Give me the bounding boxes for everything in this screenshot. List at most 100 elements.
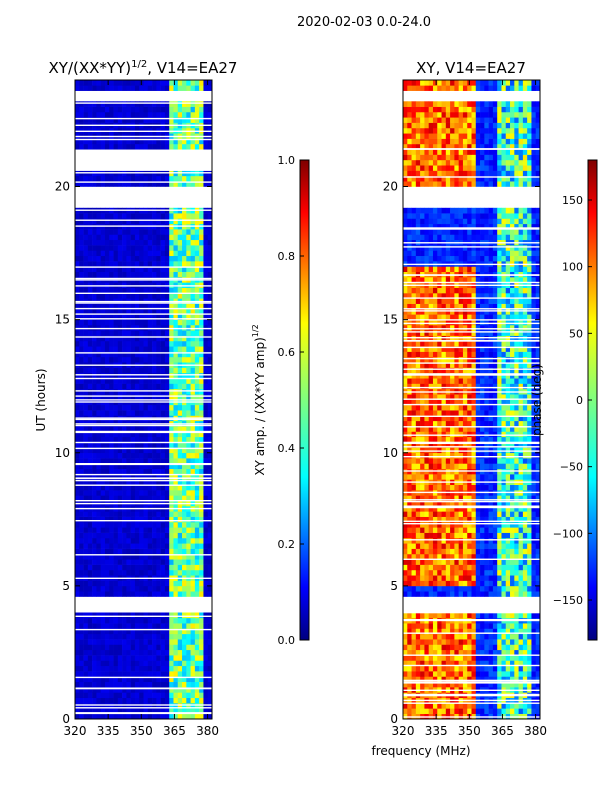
heatmap-cell xyxy=(450,506,455,512)
heatmap-cell xyxy=(139,319,144,326)
heatmap-cell xyxy=(152,324,157,331)
heatmap-cell xyxy=(199,703,204,709)
heatmap-cell xyxy=(134,245,140,251)
heatmap-cell xyxy=(160,255,166,262)
heatmap-cell xyxy=(458,676,464,683)
heatmap-cell xyxy=(152,410,157,416)
heatmap-cell xyxy=(428,676,434,683)
heatmap-cell xyxy=(203,426,209,432)
heatmap-cell xyxy=(126,543,131,549)
heatmap-cell xyxy=(160,639,166,645)
heatmap-cell xyxy=(488,580,494,587)
heatmap-cell xyxy=(199,351,204,358)
x-tick-label: 320 xyxy=(64,724,87,738)
heatmap-cell xyxy=(147,271,153,278)
heatmap-cell xyxy=(190,378,196,384)
heatmap-cell xyxy=(501,639,507,645)
heatmap-cell xyxy=(445,474,451,480)
heatmap-cell xyxy=(437,644,442,651)
heatmap-cell xyxy=(488,532,494,539)
heatmap-cell xyxy=(160,351,166,358)
heatmap-cell xyxy=(190,138,196,145)
heatmap-cell xyxy=(177,117,183,123)
heatmap-cell xyxy=(203,543,209,549)
heatmap-cell xyxy=(454,474,459,480)
heatmap-cell xyxy=(83,346,89,352)
heatmap-cell xyxy=(190,511,196,517)
heatmap-cell xyxy=(164,527,170,533)
heatmap-cell xyxy=(130,612,136,619)
heatmap-cell xyxy=(134,468,140,475)
heatmap-cell xyxy=(458,463,464,470)
heatmap-cell xyxy=(139,293,144,299)
heatmap-cell xyxy=(207,404,212,411)
flagged-row xyxy=(75,302,212,304)
heatmap-cell xyxy=(147,713,153,719)
heatmap-cell xyxy=(92,484,97,491)
heatmap-cell xyxy=(190,404,196,411)
heatmap-cell xyxy=(156,623,161,629)
heatmap-cell xyxy=(152,388,157,395)
heatmap-cell xyxy=(432,537,438,544)
heatmap-cell xyxy=(454,703,459,709)
heatmap-cell xyxy=(126,410,131,416)
heatmap-cell xyxy=(126,697,131,704)
heatmap-cell xyxy=(437,495,442,501)
heatmap-cell xyxy=(100,585,106,592)
heatmap-cell xyxy=(458,671,464,677)
heatmap-cell xyxy=(134,649,140,656)
heatmap-cell xyxy=(207,543,212,549)
heatmap-cell xyxy=(475,474,481,480)
heatmap-cell xyxy=(100,649,106,656)
heatmap-cell xyxy=(164,623,170,629)
heatmap-cell xyxy=(143,490,149,496)
heatmap-cell xyxy=(152,474,157,480)
heatmap-cell xyxy=(79,628,84,635)
heatmap-cell xyxy=(403,500,408,507)
heatmap-cell xyxy=(100,372,106,379)
heatmap-cell xyxy=(199,356,204,363)
heatmap-cell xyxy=(126,537,131,544)
heatmap-cell xyxy=(104,287,110,294)
heatmap-cell xyxy=(122,490,127,496)
heatmap-cell xyxy=(199,628,204,635)
heatmap-cell xyxy=(415,649,421,656)
heatmap-cell xyxy=(518,649,524,656)
heatmap-cell xyxy=(173,213,179,219)
heatmap-cell xyxy=(117,340,123,347)
heatmap-cell xyxy=(122,367,127,374)
heatmap-cell xyxy=(156,431,161,438)
heatmap-cell xyxy=(454,580,459,587)
heatmap-cell xyxy=(109,692,114,699)
heatmap-cell xyxy=(75,181,80,187)
heatmap-cell xyxy=(87,490,93,496)
heatmap-cell xyxy=(75,660,80,667)
heatmap-cell xyxy=(411,660,417,667)
heatmap-cell xyxy=(113,495,119,501)
heatmap-cell xyxy=(510,633,515,640)
heatmap-cell xyxy=(130,319,136,326)
heatmap-cell xyxy=(100,468,106,475)
heatmap-cell xyxy=(186,516,191,523)
heatmap-cell xyxy=(156,644,161,651)
heatmap-cell xyxy=(147,266,153,273)
heatmap-cell xyxy=(152,213,157,219)
heatmap-cell xyxy=(164,234,170,241)
heatmap-cell xyxy=(143,80,149,86)
heatmap-cell xyxy=(441,580,447,587)
heatmap-cell xyxy=(518,644,524,651)
heatmap-cell xyxy=(75,261,80,267)
heatmap-cell xyxy=(134,671,140,677)
heatmap-cell xyxy=(126,293,131,299)
heatmap-cell xyxy=(147,676,153,683)
heatmap-cell xyxy=(514,511,519,517)
heatmap-cell xyxy=(428,495,434,501)
heatmap-cell xyxy=(424,564,429,571)
heatmap-cell xyxy=(203,697,209,704)
heatmap-cell xyxy=(186,117,191,123)
heatmap-cell xyxy=(403,506,408,512)
heatmap-cell xyxy=(134,479,140,486)
heatmap-cell xyxy=(139,665,144,672)
heatmap-cell xyxy=(177,356,183,363)
heatmap-cell xyxy=(207,633,212,640)
